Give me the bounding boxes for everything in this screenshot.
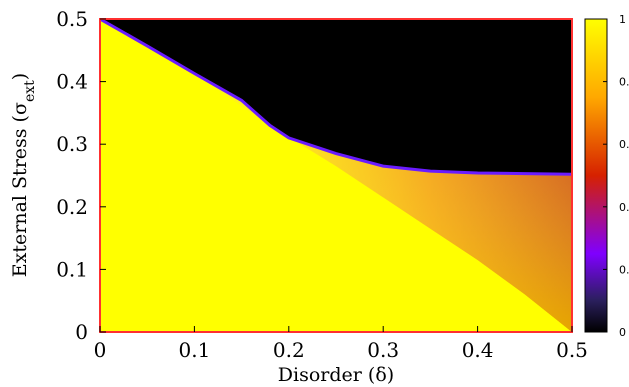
colorbar-tick-label: 0 — [619, 326, 626, 339]
x-tick-label: 0 — [94, 338, 107, 362]
colorbar-tick-label: 1 — [619, 13, 626, 26]
x-tick-label: 0.5 — [556, 338, 588, 362]
x-axis-title: Disorder (δ) — [278, 364, 394, 386]
colorbar-tick-label: 0. — [619, 263, 629, 276]
colorbar: 0 0. 0. 0. 0. 1 — [585, 13, 629, 339]
y-tick-label: 0 — [75, 320, 88, 344]
y-tick-label: 0.3 — [56, 132, 88, 156]
y-tick-label: 0.5 — [56, 7, 88, 31]
colorbar-tick-label: 0. — [619, 201, 629, 214]
y-axis-title: External Stress (σext) — [9, 73, 38, 277]
x-tick-label: 0.2 — [273, 338, 305, 362]
y-tick-label: 0.1 — [56, 257, 88, 281]
y-axis: 0 0.1 0.2 0.3 0.4 0.5 — [56, 7, 106, 344]
colorbar-gradient — [585, 19, 607, 332]
colorbar-tick-label: 0. — [619, 76, 629, 89]
x-tick-label: 0.4 — [462, 338, 494, 362]
x-tick-label: 0.3 — [367, 338, 399, 362]
x-tick-label: 0.1 — [178, 338, 210, 362]
y-tick-label: 0.4 — [56, 70, 88, 94]
heatmap-plot-area — [100, 19, 572, 332]
y-tick-label: 0.2 — [56, 195, 88, 219]
colorbar-tick-label: 0. — [619, 138, 629, 151]
